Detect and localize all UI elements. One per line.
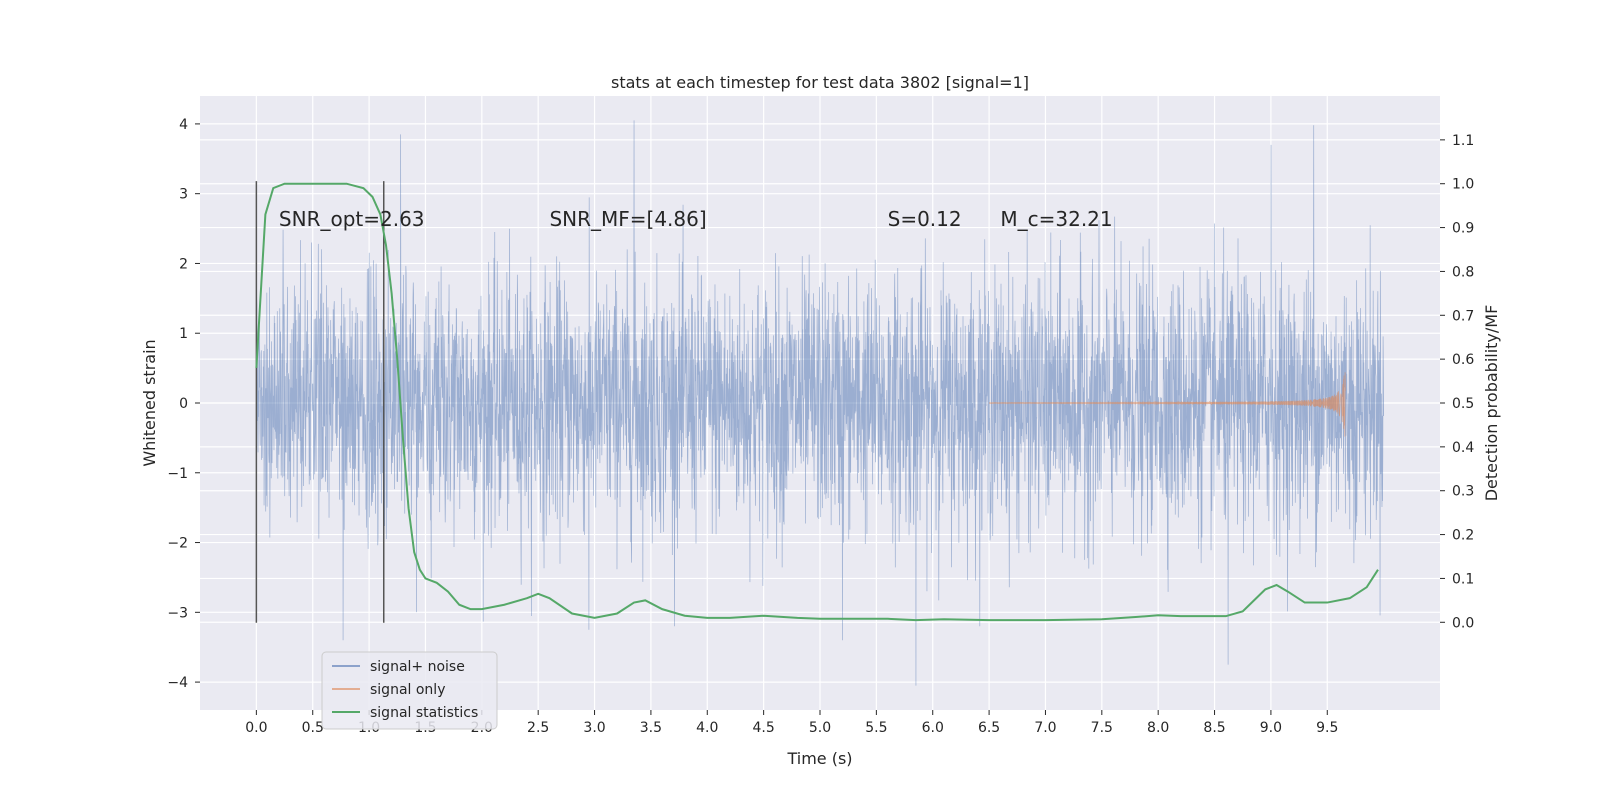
y-right-tick-label: 1.0 xyxy=(1452,177,1474,193)
y-right-tick-label: 0.3 xyxy=(1452,484,1474,500)
y-left-tick-label: 0 xyxy=(179,396,188,412)
legend-label: signal statistics xyxy=(370,705,478,721)
x-tick-label: 4.0 xyxy=(696,720,718,736)
x-tick-label: 8.5 xyxy=(1203,720,1225,736)
annotation: S=0.12 xyxy=(888,207,962,231)
y-left-tick-label: 1 xyxy=(179,326,188,342)
x-tick-label: 4.5 xyxy=(753,720,775,736)
legend-label: signal+ noise xyxy=(370,659,465,675)
y-axis-left-ticks: −4 −3 −2 −1 0 1 2 3 4 xyxy=(167,117,200,691)
x-tick-label: 2.5 xyxy=(527,720,549,736)
y-right-tick-label: 0.1 xyxy=(1452,571,1474,587)
x-tick-label: 8.0 xyxy=(1147,720,1169,736)
annotation: SNR_opt=2.63 xyxy=(279,207,425,231)
y-axis-right-label: Detection probability/MF xyxy=(1482,305,1501,502)
y-right-tick-label: 0.7 xyxy=(1452,308,1474,324)
series-signal-noise xyxy=(256,120,1384,686)
x-tick-label: 5.5 xyxy=(865,720,887,736)
series-signal-only xyxy=(988,372,1346,437)
x-axis-label: Time (s) xyxy=(786,749,852,768)
y-left-tick-label: −2 xyxy=(167,536,188,552)
vertical-markers xyxy=(255,181,385,623)
chart-title: stats at each timestep for test data 380… xyxy=(611,73,1029,92)
y-left-tick-label: 2 xyxy=(179,256,188,272)
x-tick-label: 5.0 xyxy=(809,720,831,736)
x-tick-label: 3.5 xyxy=(640,720,662,736)
y-right-tick-label: 0.9 xyxy=(1452,221,1474,237)
x-tick-label: 9.0 xyxy=(1260,720,1282,736)
x-tick-label: 0.5 xyxy=(302,720,324,736)
annotations: SNR_opt=2.63 SNR_MF=[4.86] S=0.12 M_c=32.21 xyxy=(279,207,1113,231)
annotation: SNR_MF=[4.86] xyxy=(549,207,706,231)
y-left-tick-label: 3 xyxy=(179,187,188,203)
y-right-tick-label: 1.1 xyxy=(1452,133,1474,149)
y-left-tick-label: −4 xyxy=(167,675,188,691)
y-axis-left-label: Whitened strain xyxy=(140,339,159,466)
x-tick-label: 9.5 xyxy=(1316,720,1338,736)
x-tick-label: 7.0 xyxy=(1034,720,1056,736)
series-signal-statistics xyxy=(255,182,1379,622)
x-tick-label: 6.5 xyxy=(978,720,1000,736)
y-right-tick-label: 0.6 xyxy=(1452,352,1474,368)
y-right-tick-label: 0.5 xyxy=(1452,396,1474,412)
y-left-tick-label: −1 xyxy=(167,466,188,482)
x-tick-label: 0.0 xyxy=(245,720,267,736)
x-tick-label: 6.0 xyxy=(922,720,944,736)
y-right-tick-label: 0.0 xyxy=(1452,615,1474,631)
y-right-tick-label: 0.4 xyxy=(1452,440,1474,456)
legend: signal+ noise signal only signal statistic… xyxy=(321,651,498,730)
y-axis-right-ticks: 0.0 0.1 0.2 0.3 0.4 0.5 0.6 0.7 0.8 0.9 1.0 1.1 xyxy=(1440,133,1474,631)
y-left-tick-label: −3 xyxy=(167,605,188,621)
y-left-tick-label: 4 xyxy=(179,117,188,133)
annotation: M_c=32.21 xyxy=(1000,207,1112,231)
y-right-tick-label: 0.2 xyxy=(1452,528,1474,544)
y-right-tick-label: 0.8 xyxy=(1452,264,1474,280)
x-tick-label: 3.0 xyxy=(583,720,605,736)
legend-label: signal only xyxy=(370,682,445,698)
legend-box xyxy=(321,651,498,730)
x-tick-label: 7.5 xyxy=(1091,720,1113,736)
